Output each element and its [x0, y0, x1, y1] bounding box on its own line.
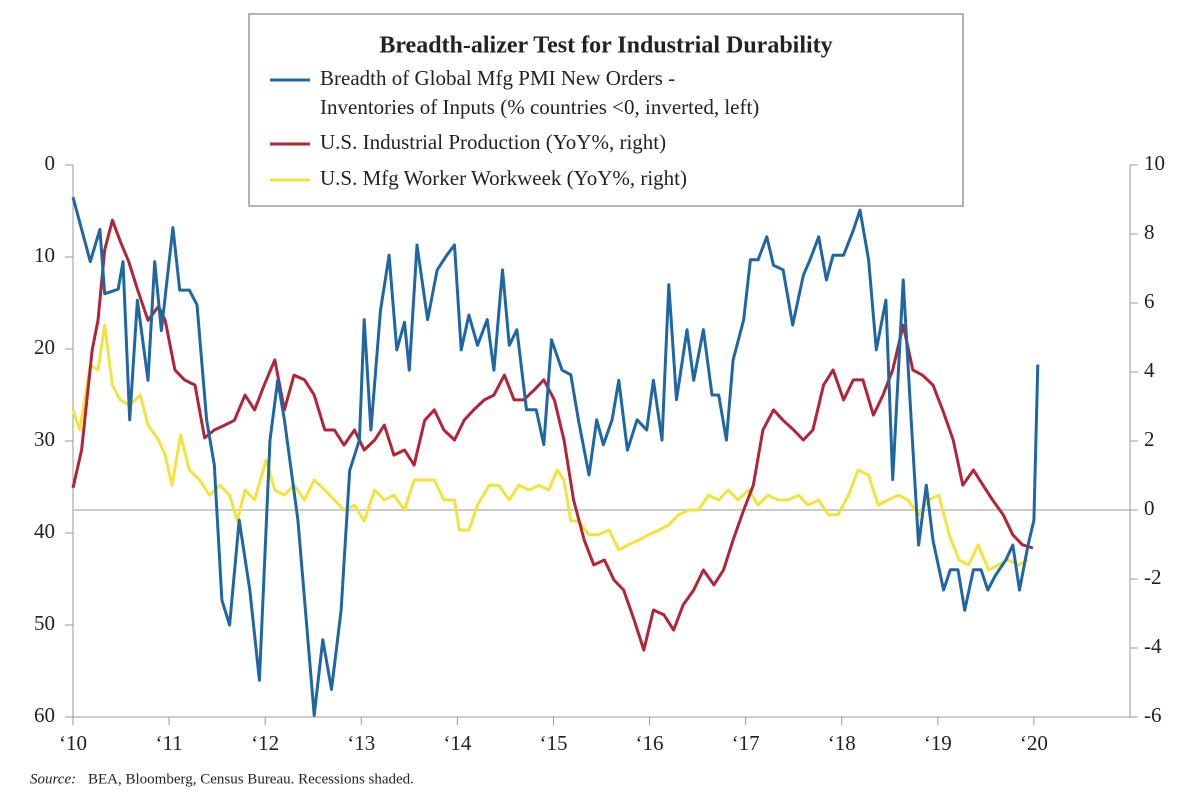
y-tick-label: 60 [34, 703, 55, 727]
y2-tick-label: -2 [1144, 565, 1162, 589]
x-tick-label: ‘19 [924, 731, 952, 755]
y2-tick-label: 10 [1144, 151, 1165, 175]
source: BEA, Bloomberg, Census Bureau. Recession… [88, 771, 414, 787]
x-tick-label: ‘18 [828, 731, 856, 755]
legend-label: Breadth of Global Mfg PMI New Orders - [320, 66, 675, 90]
y2-tick-label: 2 [1144, 427, 1155, 451]
legend-label: U.S. Industrial Production (YoY%, right) [320, 130, 666, 154]
x-tick-label: ‘20 [1020, 731, 1048, 755]
x-tick-label: ‘10 [59, 731, 87, 755]
y-tick-label: 0 [45, 151, 56, 175]
x-tick-label: ‘14 [443, 731, 471, 755]
y-tick-label: 40 [34, 519, 55, 543]
x-tick-label: ‘12 [251, 731, 279, 755]
x-tick-label: ‘11 [155, 731, 182, 755]
source-label: Source: [30, 771, 76, 787]
series-line [71, 218, 1034, 652]
y2-tick-label: -4 [1144, 634, 1162, 658]
legend-label: Inventories of Inputs (% countries <0, i… [320, 95, 759, 119]
x-tick-label: ‘17 [732, 731, 760, 755]
chart-title: Breadth-alizer Test for Industrial Durab… [379, 33, 832, 59]
x-tick-label: ‘16 [636, 731, 664, 755]
y2-tick-label: 8 [1144, 220, 1155, 244]
y2-tick-label: -6 [1144, 703, 1162, 727]
x-tick-label: ‘15 [539, 731, 567, 755]
legend-label: U.S. Mfg Worker Workweek (YoY%, right) [320, 166, 687, 190]
y-tick-label: 10 [34, 243, 55, 267]
y-tick-label: 30 [34, 427, 55, 451]
y2-tick-label: 4 [1144, 358, 1155, 382]
y2-tick-label: 0 [1144, 496, 1155, 520]
y-tick-label: 50 [34, 611, 55, 635]
y-tick-label: 20 [34, 335, 55, 359]
legend-box [248, 13, 964, 207]
y2-tick-label: 6 [1144, 289, 1155, 313]
x-tick-label: ‘13 [347, 731, 375, 755]
series-line [71, 196, 1040, 717]
